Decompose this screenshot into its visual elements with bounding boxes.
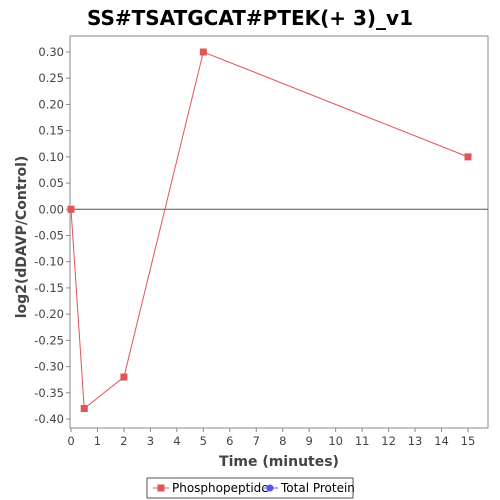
x-axis: 0 1 2 3 4 5 6 7 8 9 10 11 12 13 14 15 xyxy=(67,428,475,448)
x-tick-label: 0 xyxy=(67,434,74,448)
x-tick-label: 5 xyxy=(200,434,207,448)
x-tick-label: 2 xyxy=(120,434,127,448)
x-tick-label: 9 xyxy=(306,434,313,448)
y-tick-label: 0.05 xyxy=(38,176,64,190)
x-tick-label: 1 xyxy=(94,434,101,448)
y-tick-label: 0.20 xyxy=(38,97,64,111)
data-point xyxy=(80,405,88,413)
y-tick-label: 0.00 xyxy=(38,202,64,216)
y-tick-label: -0.10 xyxy=(34,255,64,269)
legend-label: Phosphopeptide xyxy=(172,481,269,495)
x-tick-label: 8 xyxy=(279,434,286,448)
y-tick-label: 0.30 xyxy=(38,45,64,59)
x-tick-label: 6 xyxy=(226,434,233,448)
x-axis-label: Time (minutes) xyxy=(219,454,339,470)
y-tick-label: 0.10 xyxy=(38,150,64,164)
x-tick-label: 3 xyxy=(147,434,154,448)
y-axis-label: log2(dDAVP/Control) xyxy=(14,156,30,319)
y-tick-label: -0.35 xyxy=(34,386,64,400)
x-tick-label: 10 xyxy=(328,434,343,448)
y-tick-label: 0.25 xyxy=(38,71,64,85)
x-tick-label: 11 xyxy=(355,434,370,448)
x-tick-label: 14 xyxy=(434,434,449,448)
x-tick-label: 15 xyxy=(461,434,476,448)
y-tick-label: -0.05 xyxy=(34,229,64,243)
legend-marker xyxy=(157,484,165,492)
y-tick-label: -0.20 xyxy=(34,307,64,321)
x-tick-label: 4 xyxy=(173,434,180,448)
y-axis: -0.40 -0.35 -0.30 -0.25 -0.20 -0.15 -0.10 -0.05… xyxy=(34,45,70,426)
y-tick-label: 0.15 xyxy=(38,124,64,138)
y-tick-label: -0.15 xyxy=(34,281,64,295)
legend: Phosphopeptide Total Protein xyxy=(146,477,355,499)
x-tick-label: 7 xyxy=(253,434,260,448)
legend-marker xyxy=(266,484,274,492)
plot-area xyxy=(69,35,489,429)
x-tick-label: 12 xyxy=(381,434,396,448)
y-tick-label: -0.25 xyxy=(34,333,64,347)
series-layer xyxy=(67,48,472,413)
chart-title: SS#TSATGCAT#PTEK(+ 3)_v1 xyxy=(87,6,413,30)
data-point xyxy=(464,153,472,161)
y-tick-label: -0.40 xyxy=(34,412,64,426)
y-tick-label: -0.30 xyxy=(34,360,64,374)
legend-box xyxy=(146,477,354,499)
data-point xyxy=(67,205,75,213)
data-point xyxy=(199,48,207,56)
legend-label: Total Protein xyxy=(280,481,355,495)
data-point xyxy=(120,373,128,381)
x-tick-label: 13 xyxy=(408,434,423,448)
